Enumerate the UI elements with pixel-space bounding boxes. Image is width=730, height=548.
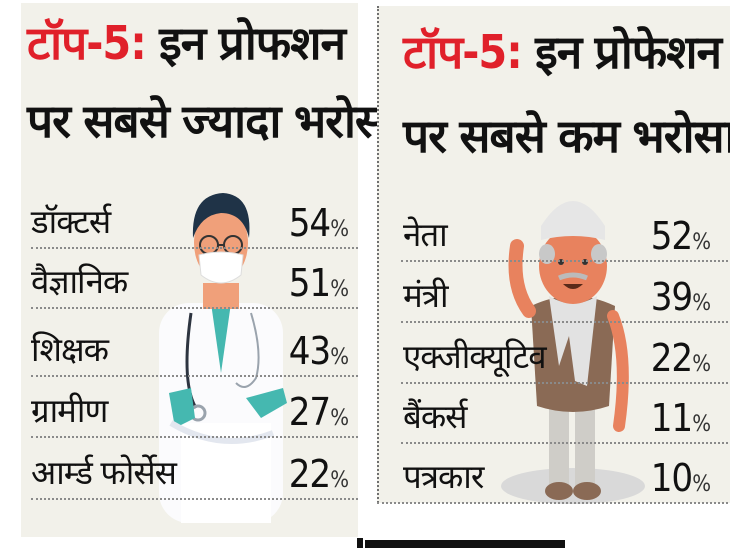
- panel-title-line2: पर सबसे ज्यादा भरोसा: [27, 94, 398, 148]
- trust-value: 22%: [288, 452, 349, 496]
- title-accent: टॉप-5:: [403, 25, 523, 79]
- profession-label: नेता: [403, 215, 448, 254]
- list-item: मंत्री 39%: [379, 263, 730, 323]
- trust-value: 39%: [650, 275, 711, 319]
- trust-value: 51%: [288, 261, 349, 305]
- profession-label: वैज्ञानिक: [31, 262, 128, 301]
- row-divider: [31, 247, 358, 249]
- trust-value: 54%: [288, 201, 349, 245]
- profession-label: ग्रामीण: [31, 391, 108, 430]
- row-divider: [31, 498, 358, 500]
- title-accent: टॉप-5:: [27, 16, 147, 70]
- profession-label: डॉक्टर्स: [31, 202, 111, 241]
- trust-value: 43%: [288, 329, 349, 373]
- row-divider: [31, 307, 358, 309]
- row-divider: [377, 502, 730, 504]
- panel-title-line2: पर सबसे कम भरोसा: [403, 109, 730, 163]
- profession-label: आर्म्ड फोर्सेस: [31, 453, 177, 492]
- row-divider: [401, 382, 730, 384]
- list-item: आर्म्ड फोर्सेस 22%: [21, 440, 358, 500]
- title-rest: इन प्रोफेशन: [521, 25, 722, 79]
- title-rest: इन प्रोफशन: [145, 16, 346, 70]
- list-item: डॉक्टर्स 54%: [21, 189, 358, 249]
- profession-label: बैंकर्स: [403, 397, 467, 436]
- row-divider: [31, 375, 358, 377]
- bottom-rule: [365, 540, 565, 548]
- corner-mark: [357, 538, 363, 548]
- list-item: वैज्ञानिक 51%: [21, 249, 358, 309]
- panel-title-line1: टॉप-5: इन प्रोफेशन: [403, 24, 722, 80]
- profession-label: एक्जीक्यूटिव: [403, 337, 547, 376]
- list-item: पत्रकार 10%: [377, 444, 730, 504]
- list-item: बैंकर्स 11%: [379, 384, 730, 444]
- profession-label: शिक्षक: [31, 330, 109, 369]
- trust-value: 52%: [650, 214, 711, 258]
- list-item: एक्जीक्यूटिव 22%: [379, 324, 730, 384]
- row-divider: [401, 260, 730, 262]
- list-item: शिक्षक 43%: [21, 317, 358, 377]
- profession-label: मंत्री: [403, 276, 448, 315]
- profession-label: पत्रकार: [403, 457, 484, 496]
- trust-value: 27%: [288, 390, 349, 434]
- least-trusted-panel: टॉप-5: इन प्रोफेशन पर सबसे कम भरोसा नेता…: [377, 6, 730, 504]
- row-divider: [31, 436, 358, 438]
- trust-value: 10%: [650, 456, 711, 500]
- list-item: ग्रामीण 27%: [21, 378, 358, 438]
- panel-title-line1: टॉप-5: इन प्रोफशन: [27, 15, 346, 71]
- trust-value: 22%: [650, 336, 711, 380]
- list-item: नेता 52%: [379, 202, 730, 262]
- most-trusted-panel: टॉप-5: इन प्रोफशन पर सबसे ज्यादा भरोसा ड…: [21, 3, 398, 537]
- trust-value: 11%: [650, 396, 711, 440]
- row-divider: [401, 442, 730, 444]
- row-divider: [401, 321, 730, 323]
